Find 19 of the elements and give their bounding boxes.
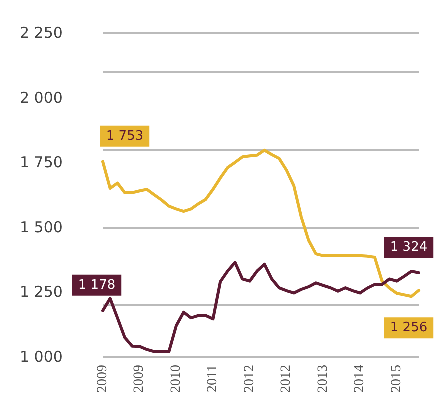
data-label: 1 324 <box>390 240 428 256</box>
data-label: 1 178 <box>78 278 116 293</box>
y-tick-label: 1 750 <box>20 154 63 172</box>
x-tick-label: 2010 <box>168 365 184 393</box>
x-tick-label: 2012 <box>242 365 258 393</box>
data-label: 1 753 <box>106 128 144 144</box>
x-tick-label: 2015 <box>389 365 404 393</box>
x-tick-label: 2013 <box>316 365 331 393</box>
y-tick-label: 1 250 <box>20 283 63 302</box>
x-tick-label: 2012 <box>279 365 294 393</box>
x-tick-label: 2011 <box>206 365 221 392</box>
x-tick-label: 2009 <box>96 365 110 393</box>
y-tick-label: 1 500 <box>20 218 63 236</box>
data-label: 1 256 <box>390 320 428 336</box>
y-tick-label: 2 250 <box>20 24 63 42</box>
y-tick-label: 2 000 <box>20 88 63 107</box>
x-tick-label: 2009 <box>132 365 148 393</box>
y-tick-label: 1 000 <box>20 348 63 366</box>
x-tick-label: 2014 <box>352 365 368 393</box>
